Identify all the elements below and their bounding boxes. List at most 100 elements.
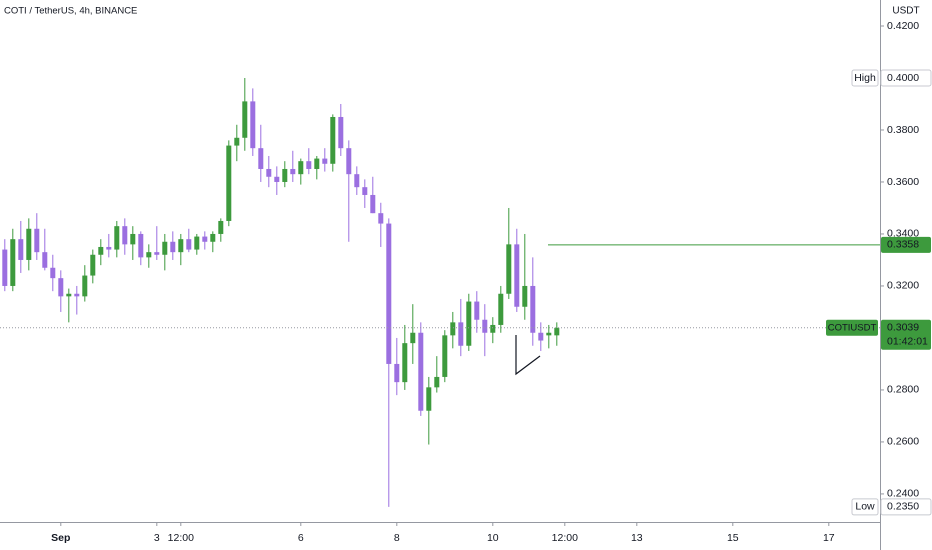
candle-body	[442, 335, 448, 377]
candle-body	[514, 244, 520, 307]
candle-body	[162, 241, 168, 255]
candle-body	[122, 226, 128, 245]
candle-body	[354, 174, 360, 188]
x-tick-label: 10	[487, 532, 499, 544]
low-tag: Low	[855, 501, 875, 513]
candle-body	[418, 332, 424, 411]
candle-body	[314, 158, 320, 169]
candle-body	[322, 158, 328, 164]
candle-body	[370, 194, 376, 214]
candle-body	[26, 228, 32, 260]
candle-body	[58, 278, 64, 297]
candle-body	[346, 148, 352, 175]
candle-body	[218, 220, 224, 234]
candle-body	[466, 301, 472, 346]
candle-body	[290, 168, 296, 175]
candle-body	[90, 254, 96, 276]
axis-unit: USDT	[892, 6, 919, 17]
candle-body	[154, 252, 160, 255]
candle-body	[74, 293, 80, 297]
candle-body	[530, 285, 536, 333]
candle-body	[482, 319, 488, 333]
candle-body	[546, 332, 552, 336]
low-value-box	[880, 498, 932, 516]
candle-body	[434, 376, 440, 388]
x-tick-label: 3	[154, 532, 160, 544]
candle-body	[330, 116, 336, 164]
candle-body	[138, 233, 144, 258]
candle-body	[170, 241, 176, 253]
candle-body	[274, 176, 280, 182]
high-tag-box	[851, 69, 879, 87]
candle-body	[202, 236, 208, 242]
y-tick-label: 0.3800	[887, 124, 919, 136]
candle-body	[114, 226, 120, 250]
candle-body	[338, 116, 344, 149]
symbol-label: COTIUSDT	[828, 322, 877, 333]
candle-body	[394, 363, 400, 383]
y-tick-label: 0.2600	[887, 436, 919, 448]
candle-body	[266, 168, 272, 177]
candle-body	[2, 249, 8, 286]
x-tick-label: 13	[631, 532, 643, 544]
candle-body	[474, 301, 480, 320]
x-tick-label: Sep	[51, 532, 70, 544]
y-tick-label: 0.4200	[887, 20, 919, 32]
candle-body	[50, 267, 56, 279]
candle-body	[282, 168, 288, 182]
candle-body	[402, 343, 408, 383]
candle-body	[226, 145, 232, 221]
high-value-box	[880, 69, 932, 87]
candle-body	[42, 252, 48, 268]
candle-body	[106, 246, 112, 250]
candle-body	[186, 239, 192, 250]
level-label-box	[881, 236, 931, 253]
candle-body	[130, 233, 136, 245]
candle-body	[458, 322, 464, 346]
candle-body	[378, 213, 384, 224]
candle-body	[194, 236, 200, 250]
x-tick-label: 6	[298, 532, 304, 544]
candle-body	[250, 101, 256, 149]
x-tick-label: 17	[823, 532, 835, 544]
candle-body	[234, 137, 240, 146]
candle-body	[554, 327, 560, 336]
y-tick-label: 0.2400	[887, 488, 919, 500]
candle-body	[410, 332, 416, 344]
low-tag-box	[851, 498, 879, 516]
candle-body	[242, 101, 248, 138]
candle-body	[18, 239, 24, 260]
candle-body	[506, 244, 512, 294]
candle-body	[522, 285, 528, 307]
candle-body	[298, 161, 304, 175]
symbol-box	[826, 319, 878, 336]
high-value: 0.4000	[887, 72, 919, 84]
last-price-label: 0.3039	[887, 322, 919, 334]
x-tick-label: 12:00	[552, 532, 578, 544]
candle-body	[386, 223, 392, 364]
x-tick-label: 12:00	[168, 532, 194, 544]
candle-body	[210, 233, 216, 242]
chart-title: COTI / TetherUS, 4h, BINANCE	[4, 6, 137, 17]
candle-body	[426, 387, 432, 411]
candle-body	[146, 252, 152, 258]
level-label: 0.3358	[887, 239, 919, 251]
candle-body	[498, 293, 504, 325]
y-tick-label: 0.2800	[887, 384, 919, 396]
drawing-line	[515, 335, 541, 376]
x-tick-label: 8	[394, 532, 400, 544]
countdown-label: 01:42:01	[887, 336, 928, 348]
x-tick-label: 15	[727, 532, 739, 544]
candle-body	[306, 161, 312, 169]
candle-body	[98, 246, 104, 255]
y-tick-label: 0.3600	[887, 176, 919, 188]
candle-body	[34, 228, 40, 253]
candle-body	[490, 324, 496, 333]
candle-body	[178, 239, 184, 253]
low-value: 0.2350	[887, 501, 919, 513]
y-tick-label: 0.3200	[887, 280, 919, 292]
candle-body	[82, 275, 88, 297]
candle-body	[66, 293, 72, 297]
